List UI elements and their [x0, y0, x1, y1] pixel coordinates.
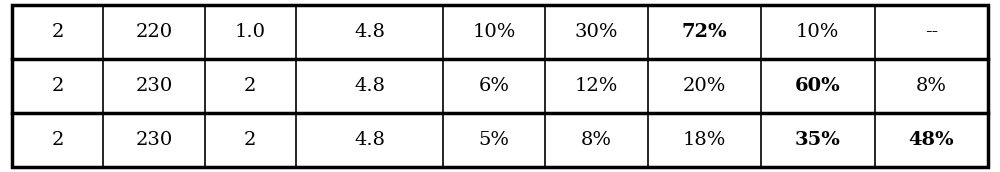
- Text: 8%: 8%: [916, 77, 947, 95]
- Text: 18%: 18%: [683, 131, 726, 149]
- Text: 5%: 5%: [479, 131, 510, 149]
- Text: 2: 2: [244, 77, 257, 95]
- Text: 2: 2: [244, 131, 257, 149]
- Text: 35%: 35%: [795, 131, 841, 149]
- Text: 2: 2: [51, 131, 64, 149]
- Text: 60%: 60%: [795, 77, 841, 95]
- Text: 230: 230: [135, 131, 172, 149]
- Text: 10%: 10%: [796, 23, 839, 41]
- Text: 8%: 8%: [581, 131, 612, 149]
- Text: 1.0: 1.0: [235, 23, 266, 41]
- Text: 48%: 48%: [908, 131, 954, 149]
- Text: 220: 220: [135, 23, 172, 41]
- Text: --: --: [925, 23, 938, 41]
- Text: 72%: 72%: [681, 23, 727, 41]
- Text: 2: 2: [51, 77, 64, 95]
- Text: 4.8: 4.8: [354, 131, 385, 149]
- Text: 4.8: 4.8: [354, 77, 385, 95]
- Text: 230: 230: [135, 77, 172, 95]
- Text: 10%: 10%: [473, 23, 516, 41]
- Text: 6%: 6%: [479, 77, 510, 95]
- Text: 12%: 12%: [575, 77, 618, 95]
- Text: 2: 2: [51, 23, 64, 41]
- Text: 20%: 20%: [683, 77, 726, 95]
- Text: 30%: 30%: [575, 23, 618, 41]
- Text: 4.8: 4.8: [354, 23, 385, 41]
